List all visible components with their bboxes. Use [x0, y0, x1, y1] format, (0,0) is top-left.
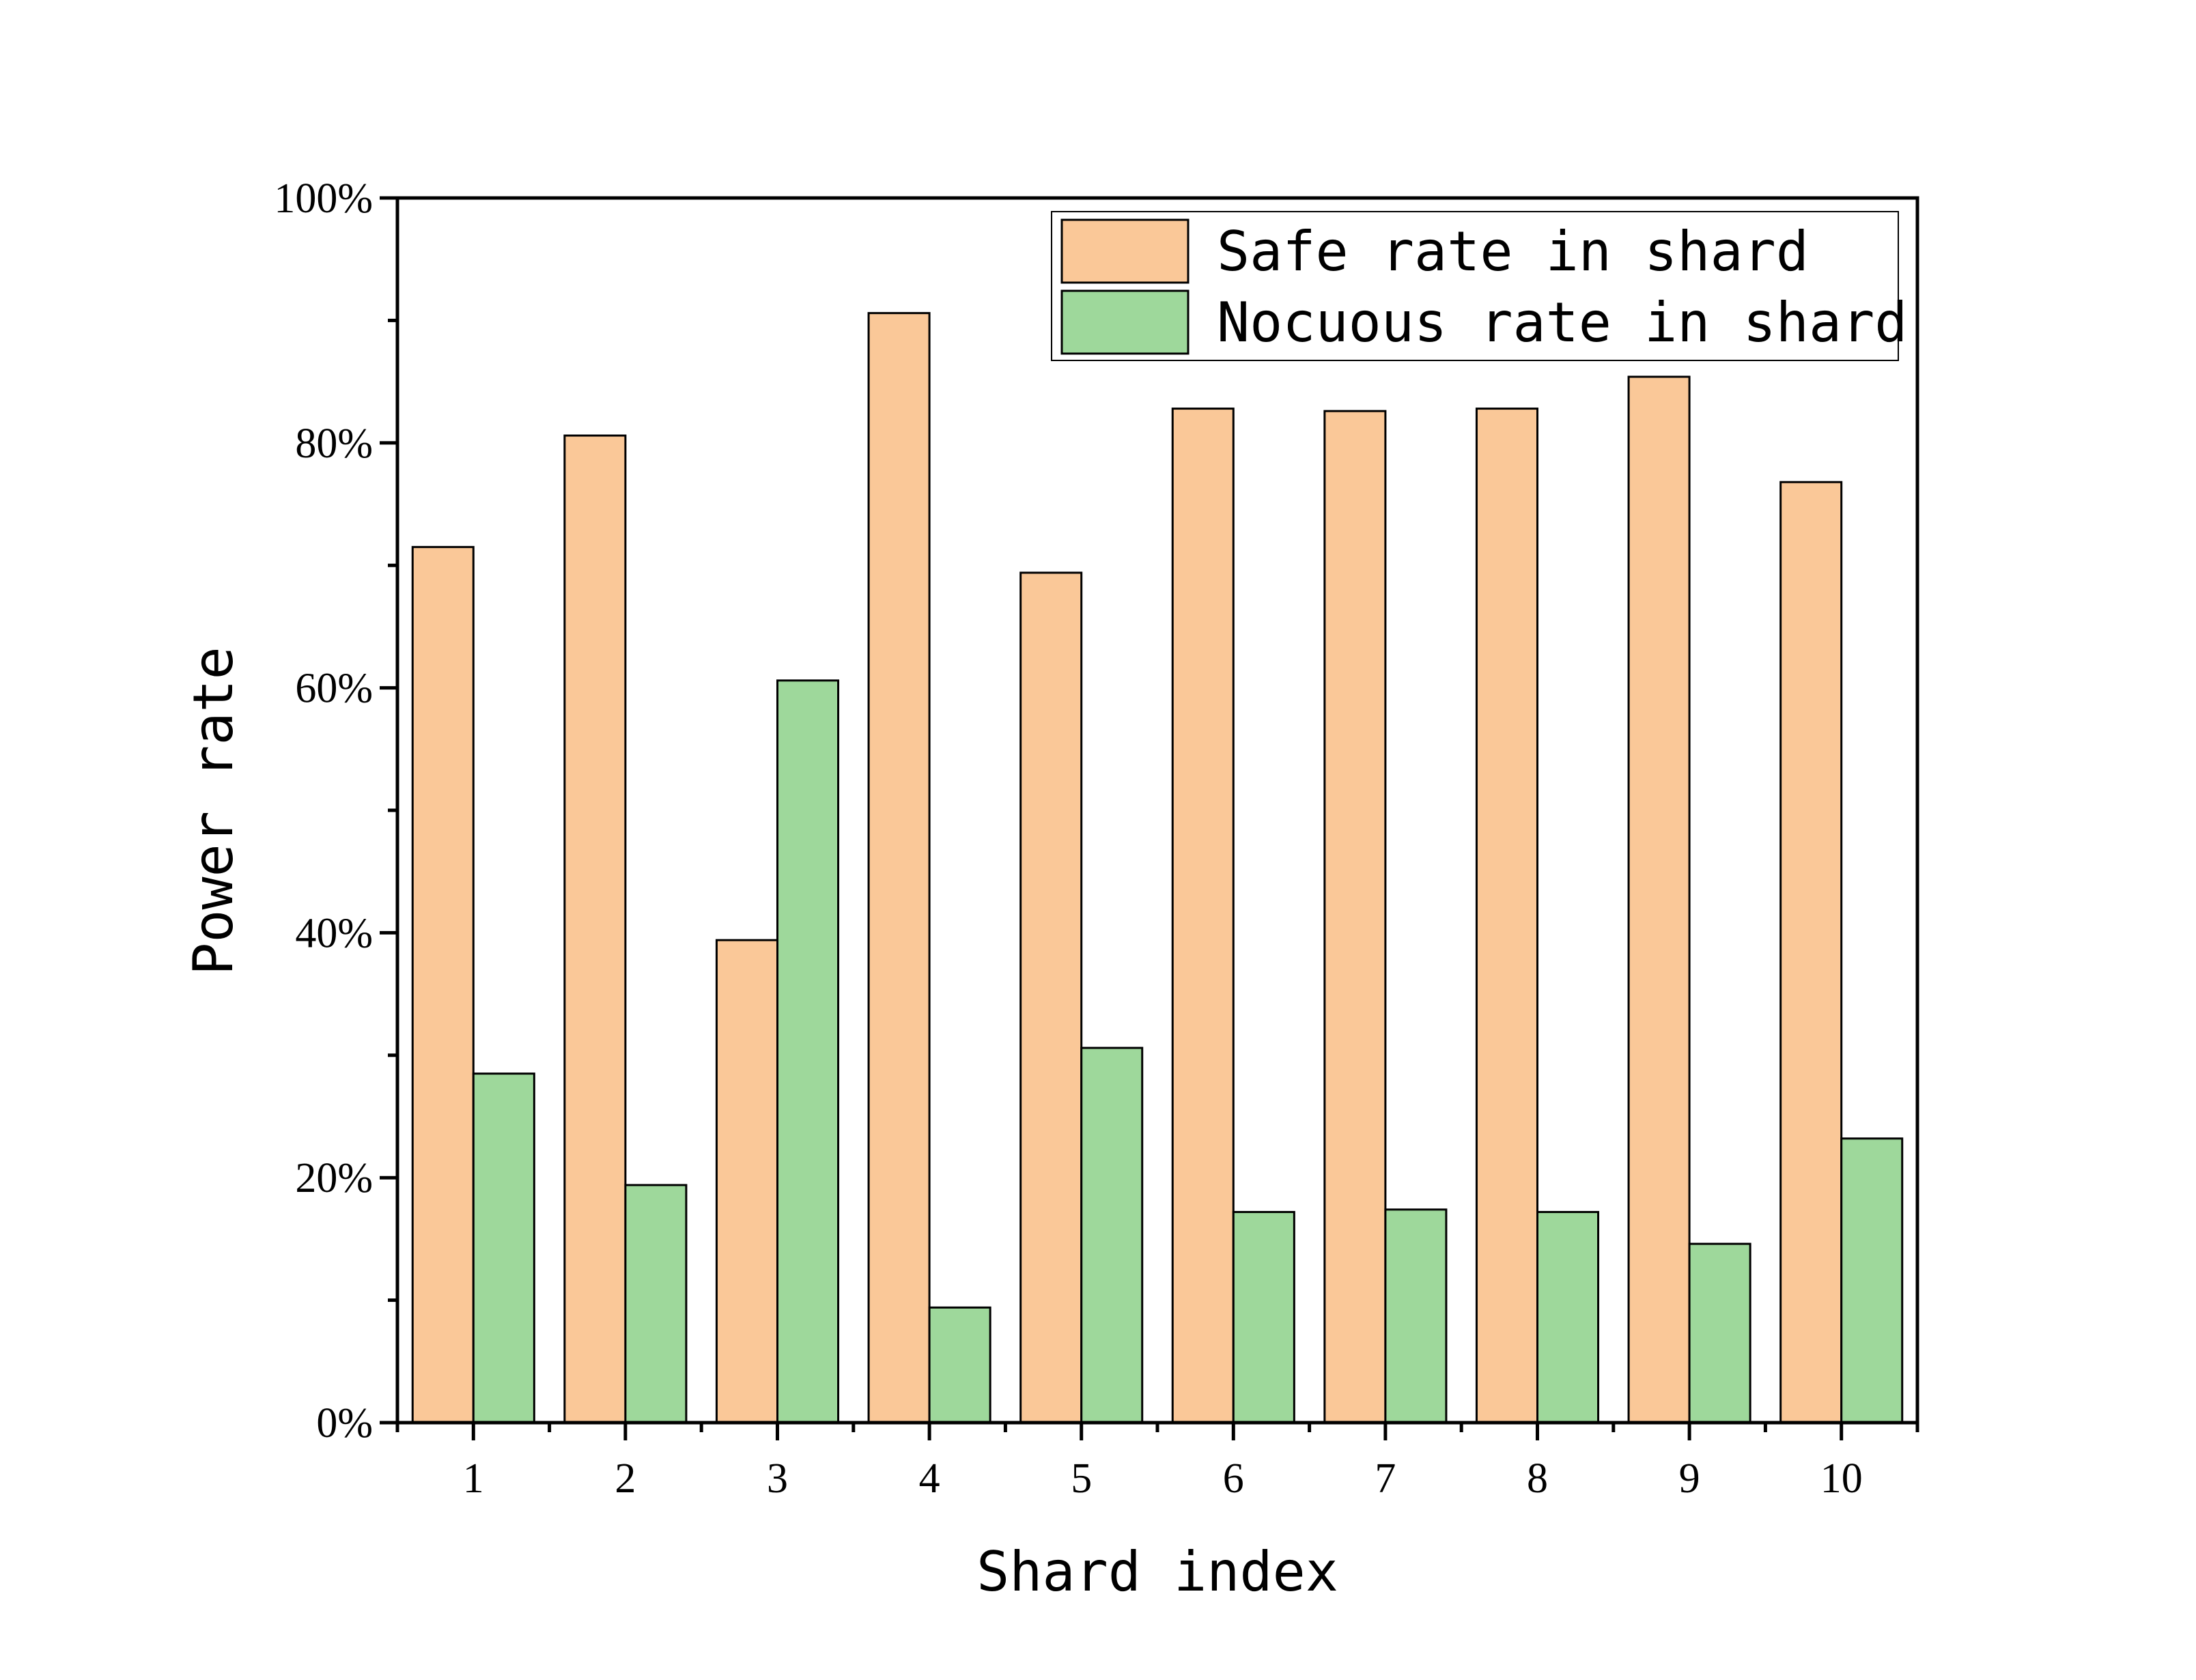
x-tick-label: 10 [1820, 1455, 1863, 1502]
x-tick-label: 9 [1679, 1455, 1700, 1502]
x-tick-label: 2 [615, 1455, 636, 1502]
y-tick-label: 40% [295, 910, 373, 956]
bar-nocuous-2 [624, 1184, 688, 1424]
x-axis-title: Shard index [976, 1540, 1338, 1604]
bar-safe-10 [1779, 481, 1843, 1424]
bar-safe-1 [411, 545, 475, 1424]
x-tick-label: 8 [1527, 1455, 1548, 1502]
x-axis-ticks: 1 2 3 4 5 6 7 8 9 10 [395, 1423, 1919, 1502]
bar-safe-6 [1171, 408, 1235, 1424]
legend-box [1051, 211, 1899, 361]
y-tick-label: 100% [274, 175, 373, 222]
y-tick-label: 60% [295, 666, 373, 712]
bar-nocuous-8 [1536, 1210, 1600, 1424]
y-tick-label: 0% [316, 1400, 373, 1447]
legend-swatch-safe [1060, 218, 1190, 284]
bar-safe-2 [563, 434, 627, 1424]
bar-nocuous-4 [928, 1306, 991, 1424]
bar-safe-9 [1627, 375, 1691, 1424]
x-tick-label: 6 [1223, 1455, 1244, 1502]
x-tick-label: 3 [767, 1455, 788, 1502]
legend: Safe rate in shard Nocuous rate in shard [1051, 211, 1907, 361]
bar-safe-8 [1475, 408, 1538, 1424]
x-tick-label: 1 [463, 1455, 484, 1502]
x-tick-label: 7 [1375, 1455, 1396, 1502]
bar-safe-5 [1019, 571, 1083, 1424]
y-axis-ticks: 0% 20% 40% 60% 80% 100% [274, 175, 397, 1447]
legend-label-safe: Safe rate in shard [1217, 220, 1809, 283]
y-tick-label: 20% [295, 1155, 373, 1201]
bar-nocuous-5 [1080, 1047, 1144, 1424]
bar-safe-3 [715, 939, 778, 1424]
bar-safe-7 [1323, 410, 1387, 1424]
bar-nocuous-6 [1232, 1210, 1295, 1424]
bars-layer [411, 312, 1904, 1424]
x-tick-label: 5 [1071, 1455, 1092, 1502]
y-axis-title: Power rate [182, 646, 245, 976]
x-tick-label: 4 [919, 1455, 940, 1502]
legend-swatch-nocuous [1060, 289, 1190, 355]
legend-label-nocuous: Nocuous rate in shard [1217, 291, 1907, 354]
axes: 0% 20% 40% 60% 80% 100% 1 2 3 4 5 6 7 8 9 10 [274, 175, 1919, 1502]
bar-nocuous-9 [1688, 1242, 1751, 1424]
y-tick-label: 80% [295, 421, 373, 467]
bar-nocuous-7 [1384, 1208, 1448, 1424]
bar-nocuous-10 [1840, 1137, 1904, 1424]
bar-nocuous-3 [776, 679, 840, 1424]
bar-nocuous-1 [472, 1072, 535, 1424]
bar-safe-4 [867, 312, 931, 1424]
